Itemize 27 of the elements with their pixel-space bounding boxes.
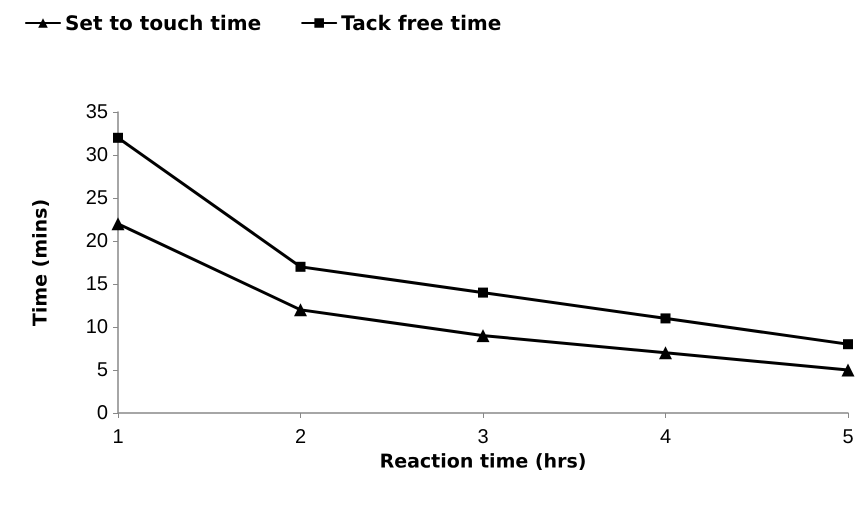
x-tick-label: 2 [294, 426, 306, 448]
x-tick-label: 4 [660, 426, 672, 448]
y-tick-label: 35 [86, 101, 108, 123]
legend-label: Tack free time [341, 11, 502, 35]
y-axis-title: Time (mins) [30, 198, 52, 326]
x-axis-title: Reaction time (hrs) [380, 450, 586, 472]
y-tick-label: 10 [86, 316, 108, 338]
point [842, 364, 854, 376]
y-tick-label: 0 [96, 402, 108, 424]
y-tick-label: 5 [96, 359, 108, 381]
y-tick-label: 15 [86, 273, 108, 295]
y-tick-label: 30 [86, 144, 108, 166]
legend-label: Set to touch time [65, 11, 262, 35]
y-tick-label: 20 [86, 230, 108, 252]
point [476, 329, 490, 342]
point [660, 313, 670, 324]
x-tick-label: 1 [112, 426, 124, 448]
point [659, 346, 672, 360]
x-tick-label: 5 [842, 426, 854, 448]
point [296, 262, 306, 272]
point [843, 339, 853, 350]
point [294, 303, 307, 316]
point [113, 132, 123, 143]
y-tick-label: 25 [86, 187, 108, 209]
point [478, 288, 488, 298]
x-tick-label: 3 [477, 426, 489, 448]
point [112, 217, 124, 230]
